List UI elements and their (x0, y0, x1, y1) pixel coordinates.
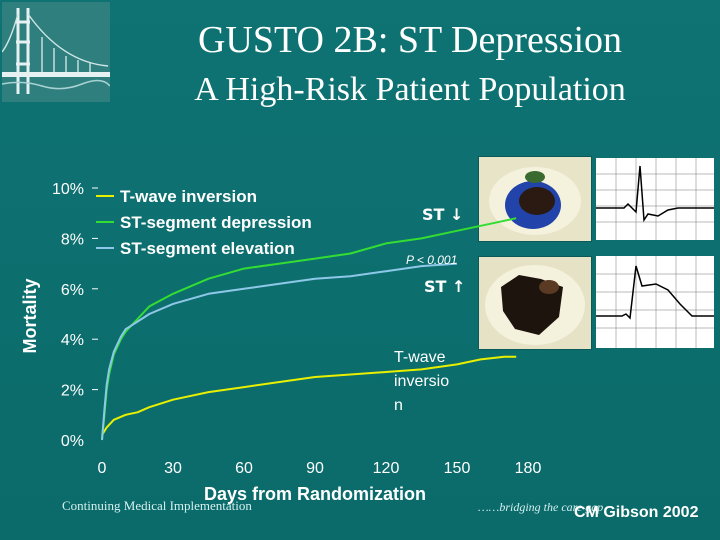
annotation-st-down: ST ↓ (422, 205, 463, 224)
angiography-photo-bottom (478, 256, 592, 350)
x-tick-label: 90 (306, 460, 324, 477)
series-line-2 (101, 217, 517, 441)
y-tick-label: 2% (61, 383, 84, 400)
ecg-st-elevation (596, 256, 714, 348)
footer-tagline: ……bridging the care gap (478, 500, 604, 514)
annotation-twave-line1: T-wave (394, 349, 446, 366)
legend-label: ST-segment elevation (120, 239, 295, 258)
x-tick-label: 0 (98, 460, 107, 477)
legend-label: ST-segment depression (120, 213, 312, 232)
legend-label: T-wave inversion (120, 187, 257, 206)
x-tick-label: 150 (444, 460, 471, 477)
slide-title: GUSTO 2B: ST Depression (197, 19, 622, 61)
x-tick-label: 60 (235, 460, 253, 477)
annotation-twave-line3: n (394, 397, 403, 414)
x-tick-label: 120 (373, 460, 400, 477)
ecg-st-depression (596, 158, 714, 240)
x-axis-label: Days from Randomization (203, 484, 427, 504)
annotation-twave-line2: inversio (394, 373, 449, 390)
footer-left: Continuing Medical Implementation (62, 498, 252, 513)
annotation-p-value: P < 0.001 (406, 253, 457, 267)
slide-subtitle: A High-Risk Patient Population (194, 71, 626, 108)
x-tick-label: 180 (515, 460, 542, 477)
mortality-chart: 0% 2% 4% 6% 8% 10% 0 30 60 90 120 150 180 T-wave in… (20, 181, 542, 477)
series-line-1 (101, 355, 517, 436)
series-line-3 (101, 262, 458, 441)
y-tick-label: 0% (61, 433, 84, 450)
golden-gate-bridge-icon (2, 2, 110, 102)
y-tick-label: 8% (61, 231, 84, 248)
y-tick-label: 6% (61, 282, 84, 299)
y-tick-label: 4% (61, 332, 84, 349)
y-tick-label: 10% (52, 181, 84, 198)
y-axis-label: Mortality (20, 278, 40, 353)
author-credit: CM Gibson 2002 (574, 504, 699, 521)
angiography-photo-top (478, 156, 592, 242)
annotation-st-up: ST ↑ (424, 277, 465, 296)
x-tick-label: 30 (164, 460, 182, 477)
